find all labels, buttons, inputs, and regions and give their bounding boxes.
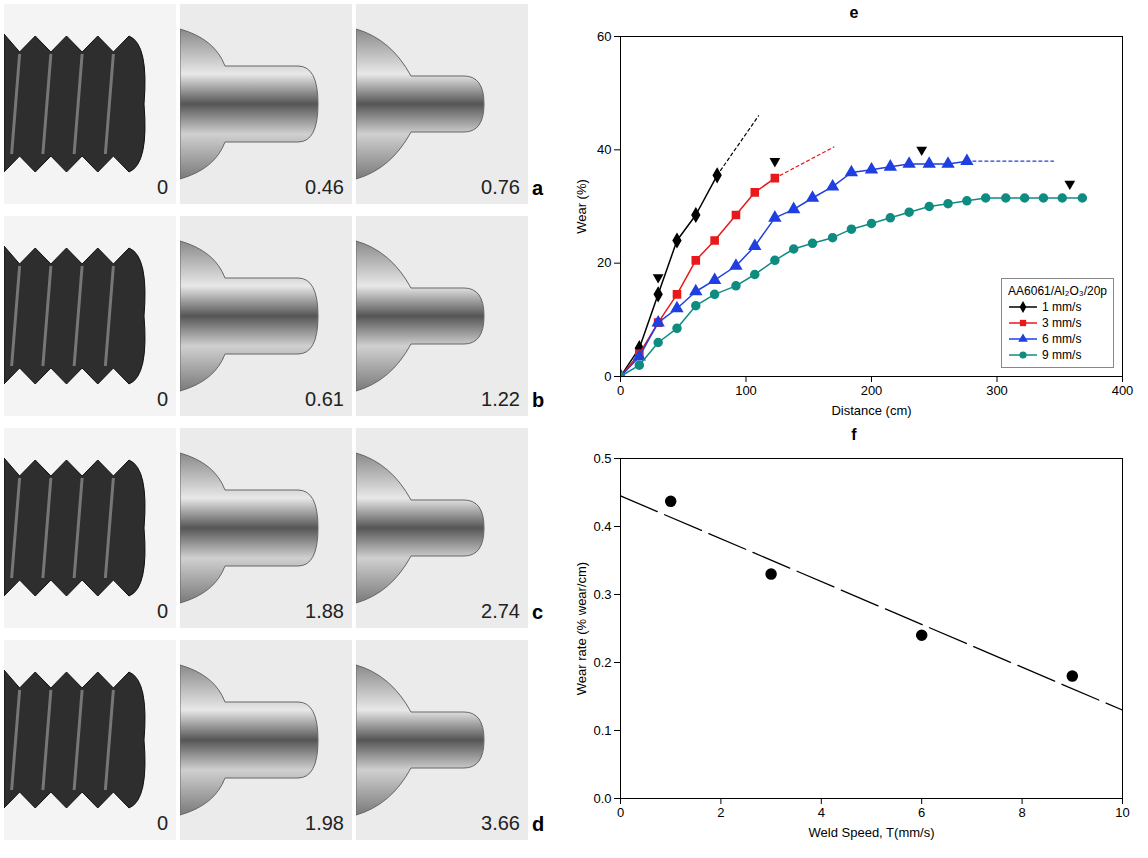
- svg-text:0.4: 0.4: [593, 519, 611, 534]
- svg-text:0: 0: [617, 805, 624, 820]
- svg-text:10: 10: [1115, 805, 1129, 820]
- svg-text:0: 0: [157, 176, 168, 198]
- svg-text:Distance (cm): Distance (cm): [831, 403, 911, 418]
- svg-text:0: 0: [157, 600, 168, 622]
- svg-text:0: 0: [604, 369, 611, 384]
- svg-text:1.98: 1.98: [305, 812, 344, 834]
- svg-text:0.46: 0.46: [305, 176, 344, 198]
- svg-text:8: 8: [1018, 805, 1025, 820]
- html-text:1 mm/s: 1 mm/s: [1042, 300, 1082, 314]
- svg-text:100: 100: [735, 383, 757, 398]
- svg-text:0.0: 0.0: [593, 791, 611, 806]
- svg-text:2: 2: [717, 805, 724, 820]
- html-text:e: e: [849, 4, 859, 21]
- svg-text:2.74: 2.74: [481, 600, 520, 622]
- html-text:d: d: [532, 813, 545, 835]
- svg-text:40: 40: [597, 142, 611, 157]
- svg-text:0.61: 0.61: [305, 388, 344, 410]
- svg-text:60: 60: [597, 29, 611, 44]
- svg-text:300: 300: [986, 383, 1008, 398]
- svg-text:0.2: 0.2: [593, 655, 611, 670]
- svg-text:4: 4: [818, 805, 825, 820]
- svg-text:0.1: 0.1: [593, 723, 611, 738]
- svg-text:0: 0: [157, 812, 168, 834]
- html-text:6 mm/s: 6 mm/s: [1042, 332, 1082, 346]
- html-text:AA6061/Al₂O₃/20p: AA6061/Al₂O₃/20p: [1008, 284, 1107, 298]
- svg-text:1.88: 1.88: [305, 600, 344, 622]
- svg-text:0.5: 0.5: [593, 451, 611, 466]
- svg-text:Weld Speed, T(mm/s): Weld Speed, T(mm/s): [809, 825, 935, 840]
- svg-text:Wear (%): Wear (%): [574, 179, 589, 234]
- svg-text:0.76: 0.76: [481, 176, 520, 198]
- svg-text:0.3: 0.3: [593, 587, 611, 602]
- html-text:c: c: [532, 601, 544, 623]
- svg-text:6: 6: [918, 805, 925, 820]
- svg-text:3.66: 3.66: [481, 812, 520, 834]
- html-text:b: b: [532, 389, 545, 411]
- html-text:3 mm/s: 3 mm/s: [1042, 316, 1082, 330]
- html-text:9 mm/s: 9 mm/s: [1042, 348, 1082, 362]
- svg-text:0: 0: [617, 383, 624, 398]
- svg-text:20: 20: [597, 255, 611, 270]
- svg-text:200: 200: [861, 383, 883, 398]
- svg-text:0: 0: [157, 388, 168, 410]
- html-text:a: a: [532, 177, 544, 199]
- html-text:f: f: [851, 426, 857, 443]
- svg-text:Wear rate (% wear/cm): Wear rate (% wear/cm): [574, 562, 589, 695]
- svg-text:400: 400: [1112, 383, 1134, 398]
- svg-text:1.22: 1.22: [481, 388, 520, 410]
